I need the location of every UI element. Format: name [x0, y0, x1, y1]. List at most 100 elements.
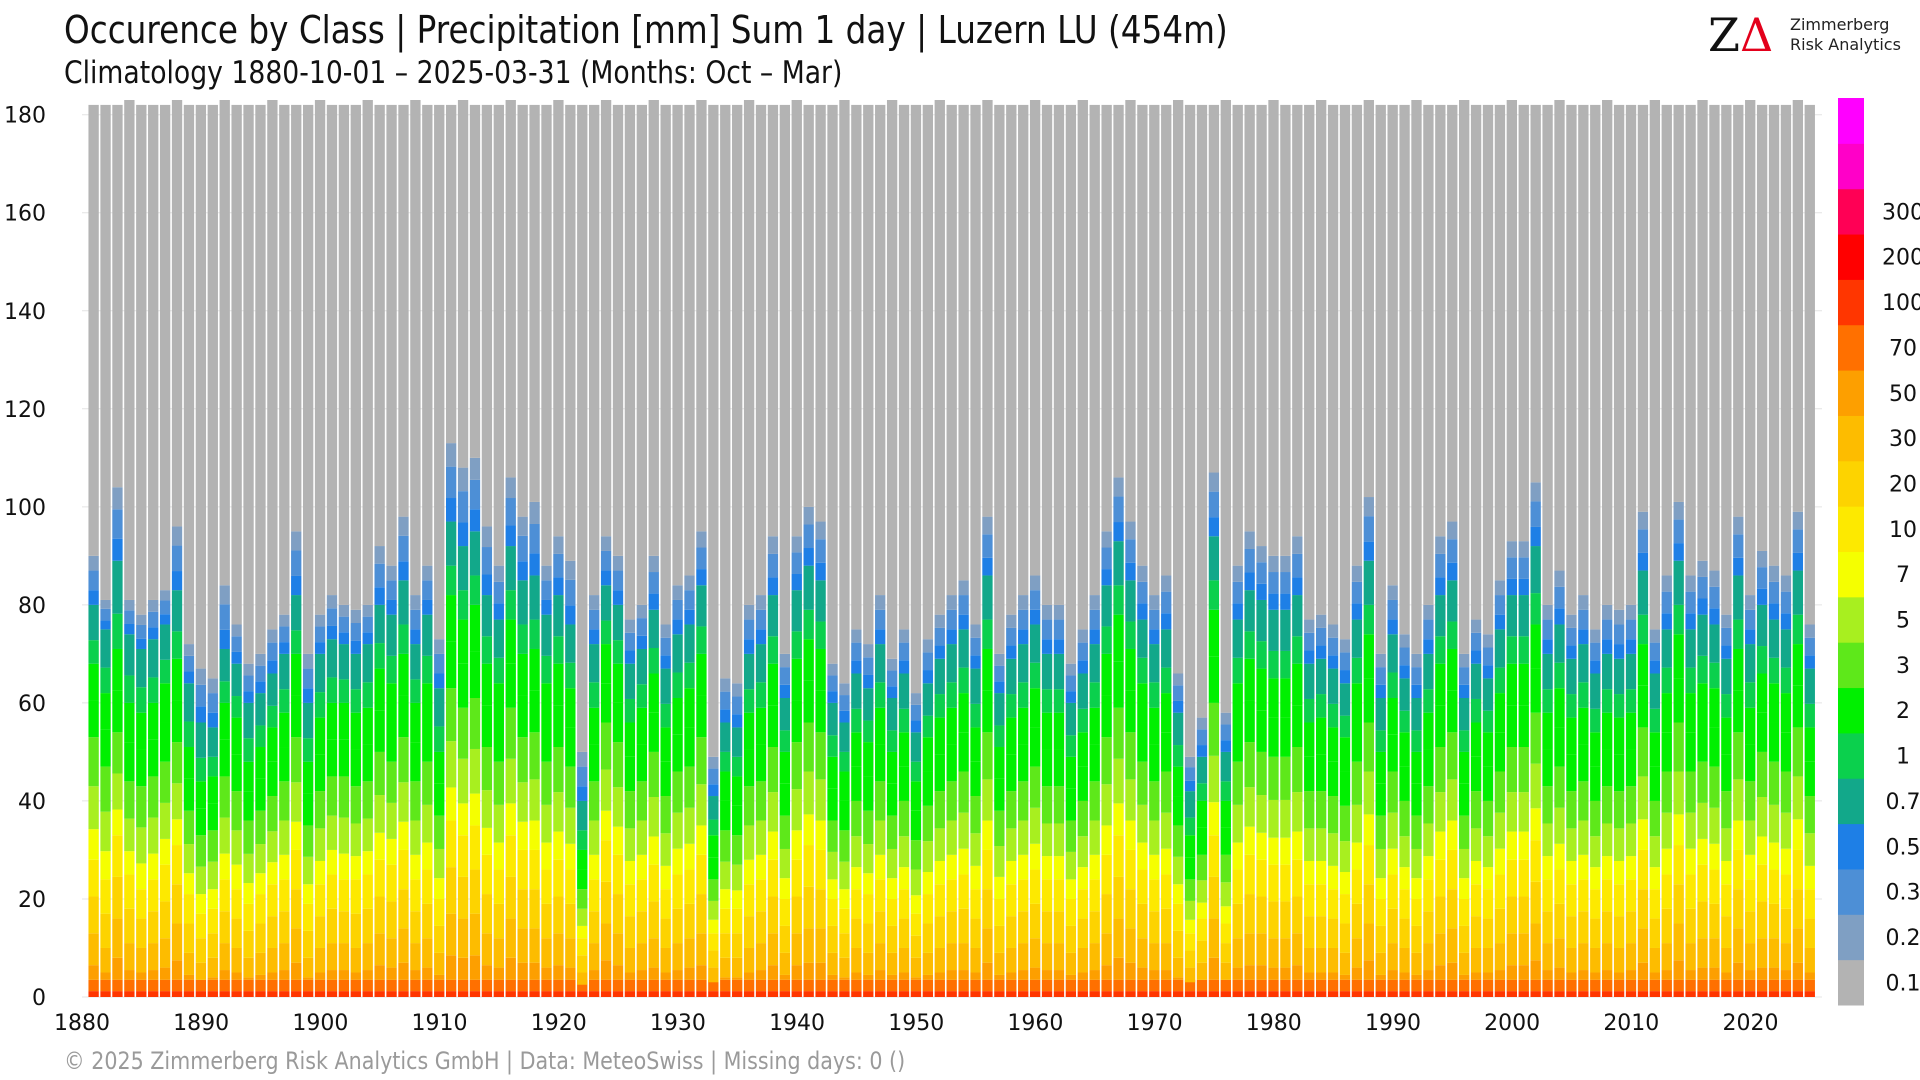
bar-segment: [1637, 962, 1649, 980]
bar-segment: [1637, 511, 1649, 530]
bar-segment: [1137, 967, 1148, 980]
bar-segment: [1125, 779, 1136, 821]
bar-segment: [1387, 585, 1398, 600]
bar-segment: [1161, 693, 1172, 733]
bar-segment: [1768, 967, 1780, 980]
bar-segment: [660, 889, 671, 919]
bar-segment: [1756, 712, 1768, 752]
bar-segment: [1399, 991, 1410, 997]
bar-segment: [1768, 565, 1780, 582]
bar-segment: [1709, 104, 1720, 571]
bar-segment: [1590, 642, 1601, 661]
bar-segment: [577, 955, 588, 973]
bar-segment: [1113, 496, 1124, 523]
bar-segment: [1399, 766, 1410, 801]
bar-segment: [493, 104, 504, 566]
bar-segment: [791, 933, 802, 966]
bar-segment: [779, 815, 791, 849]
bar-segment: [112, 104, 123, 488]
bar-segment: [732, 104, 743, 684]
bar-segment: [88, 965, 99, 980]
bar-segment: [994, 846, 1005, 877]
bar-segment: [410, 609, 421, 630]
bar-segment: [1613, 916, 1625, 948]
bar-segment: [1709, 869, 1720, 904]
bar-segment: [696, 965, 707, 980]
bar-segment: [505, 876, 516, 919]
bar-segment: [195, 781, 207, 809]
bar-segment: [1423, 619, 1434, 640]
bar-segment: [1339, 923, 1351, 953]
bar-segment: [374, 795, 385, 833]
bar-segment: [267, 862, 278, 885]
bar-segment: [1244, 854, 1255, 895]
bar-segment: [1733, 820, 1744, 850]
bar-segment: [1077, 889, 1088, 919]
bar-segment: [708, 991, 719, 997]
bar-segment: [1768, 842, 1780, 870]
bar-segment: [124, 943, 135, 971]
bar-segment: [720, 751, 731, 772]
bar-segment: [1709, 688, 1720, 728]
bar-segment: [231, 651, 242, 664]
bar-segment: [767, 104, 779, 537]
bar-segment: [374, 965, 385, 980]
bar-segment: [314, 717, 326, 755]
bar-segment: [624, 698, 636, 723]
bar-segment: [1530, 668, 1541, 713]
bar-segment: [1423, 749, 1434, 787]
bar-segment: [434, 979, 445, 992]
bar-segment: [1602, 991, 1613, 997]
bar-segment: [1578, 744, 1589, 782]
bar-segment: [457, 758, 469, 804]
bar-segment: [517, 580, 528, 625]
bar-segment: [648, 967, 659, 980]
bar-segment: [1232, 869, 1243, 904]
bar-segment: [136, 972, 147, 980]
bar-segment: [1625, 604, 1637, 620]
bar-segment: [934, 717, 945, 755]
colorbar-label: 5: [1896, 609, 1910, 634]
bar-segment: [219, 991, 230, 997]
bar-segment: [1184, 900, 1196, 920]
bar-segment: [469, 604, 481, 652]
bar-segment: [1018, 854, 1029, 880]
bar-segment: [267, 796, 278, 832]
bar-segment: [291, 695, 302, 738]
bar-segment: [815, 849, 826, 890]
bar-segment: [600, 769, 612, 811]
bar-segment: [1304, 104, 1315, 620]
bar-segment: [970, 865, 981, 890]
bar-segment: [779, 730, 791, 752]
bar-segment: [1041, 970, 1053, 980]
bar-segment: [386, 722, 397, 762]
bar-segment: [660, 655, 671, 669]
bar-segment: [124, 623, 135, 635]
bar-segment: [1244, 979, 1255, 992]
bar-segment: [1804, 761, 1815, 797]
bar-segment: [1637, 727, 1649, 777]
bar-segment: [863, 674, 874, 689]
bar-segment: [1506, 578, 1517, 596]
bar-segment: [267, 629, 278, 643]
bar-segment: [660, 104, 671, 625]
bar-segment: [1208, 517, 1220, 537]
bar-segment: [565, 727, 576, 767]
bar-segment: [589, 854, 600, 880]
bar-segment: [148, 991, 159, 997]
bar-segment: [612, 590, 624, 605]
bar-segment: [1482, 647, 1494, 666]
bar-segment: [183, 747, 195, 779]
bar-segment: [1733, 962, 1744, 980]
bar-segment: [1315, 947, 1327, 973]
bar-segment: [1280, 593, 1291, 610]
colorbar-swatch: [1838, 551, 1864, 598]
bar-segment: [1792, 644, 1804, 686]
bar-segment: [422, 722, 433, 762]
bar-segment: [1375, 783, 1386, 816]
bar-segment: [100, 104, 111, 600]
bar-segment: [1649, 629, 1661, 643]
bar-segment: [1018, 911, 1029, 944]
bar-segment: [648, 979, 659, 992]
bar-segment: [1602, 749, 1613, 787]
